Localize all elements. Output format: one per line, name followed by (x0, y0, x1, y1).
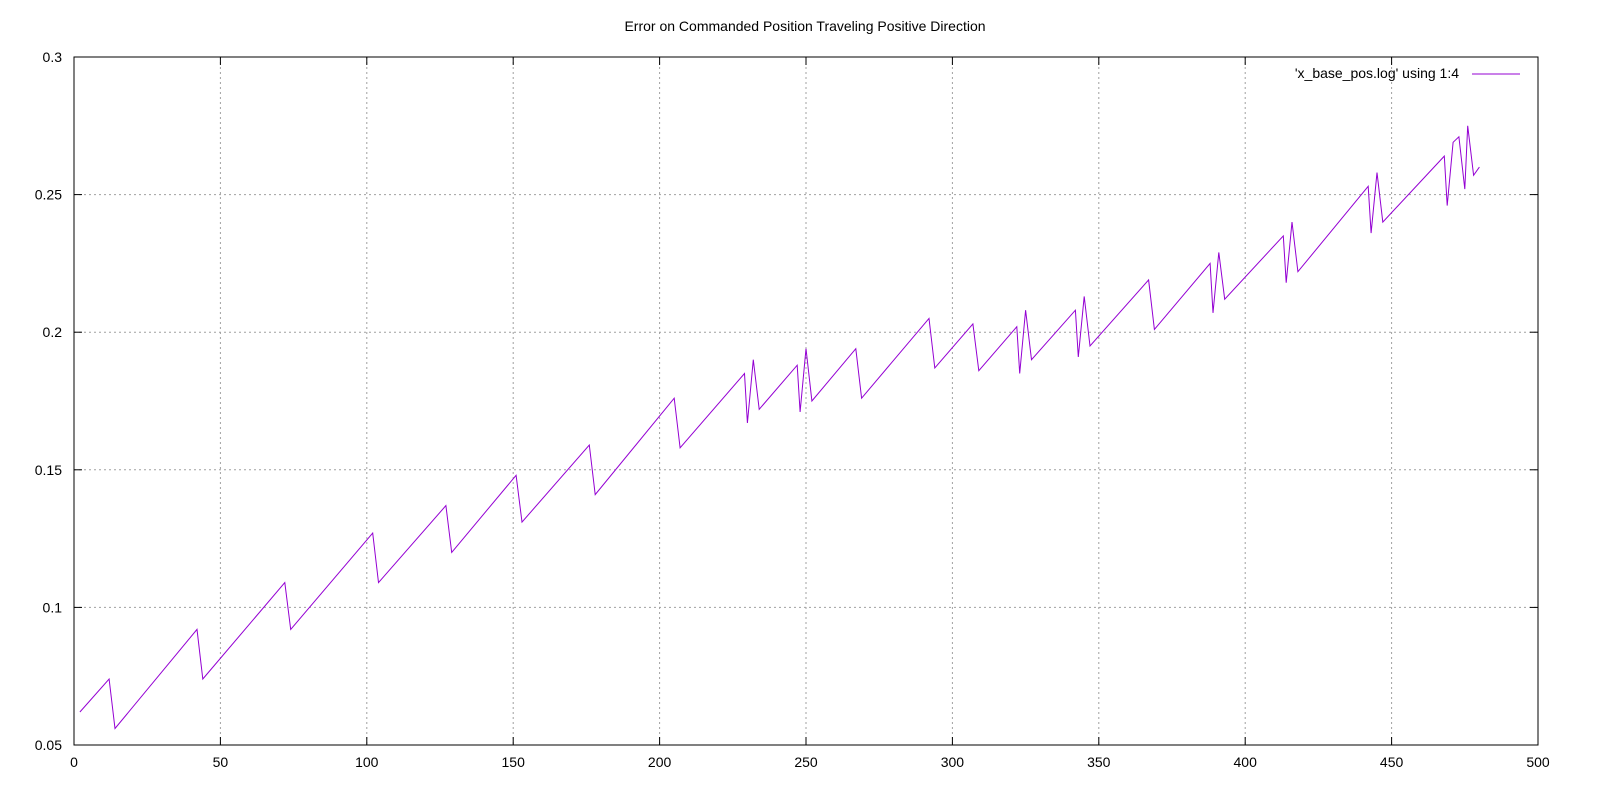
y-tick-label: 0.2 (43, 324, 63, 340)
x-tick-label: 500 (1526, 754, 1550, 770)
y-tick-label: 0.15 (35, 462, 62, 478)
x-tick-label: 300 (941, 754, 965, 770)
x-tick-label: 0 (70, 754, 78, 770)
x-tick-label: 100 (355, 754, 379, 770)
series-layer (79, 125, 1480, 730)
tick-layer: 0 50 100 150 200 250 300 350 400 450 500 0.05 0.1 0.1… (35, 49, 1550, 770)
y-tick-label: 0.25 (35, 187, 62, 203)
legend: 'x_base_pos.log' using 1:4 (1295, 65, 1520, 81)
y-tick-label: 0.1 (43, 599, 63, 615)
x-tick-label: 400 (1234, 754, 1258, 770)
y-tick-label: 0.3 (43, 49, 63, 65)
y-tick-label: 0.05 (35, 737, 62, 753)
plot-frame (73, 56, 1539, 746)
x-tick-label: 150 (502, 754, 526, 770)
x-tick-label: 450 (1380, 754, 1404, 770)
x-tick-label: 350 (1087, 754, 1111, 770)
legend-entry-label: 'x_base_pos.log' using 1:4 (1295, 65, 1459, 81)
grid-layer (74, 57, 1538, 745)
x-tick-label: 50 (213, 754, 229, 770)
x-tick-label: 200 (648, 754, 672, 770)
chart-title: Error on Commanded Position Traveling Po… (624, 18, 985, 34)
series-line (79, 125, 1480, 730)
x-tick-label: 250 (794, 754, 818, 770)
